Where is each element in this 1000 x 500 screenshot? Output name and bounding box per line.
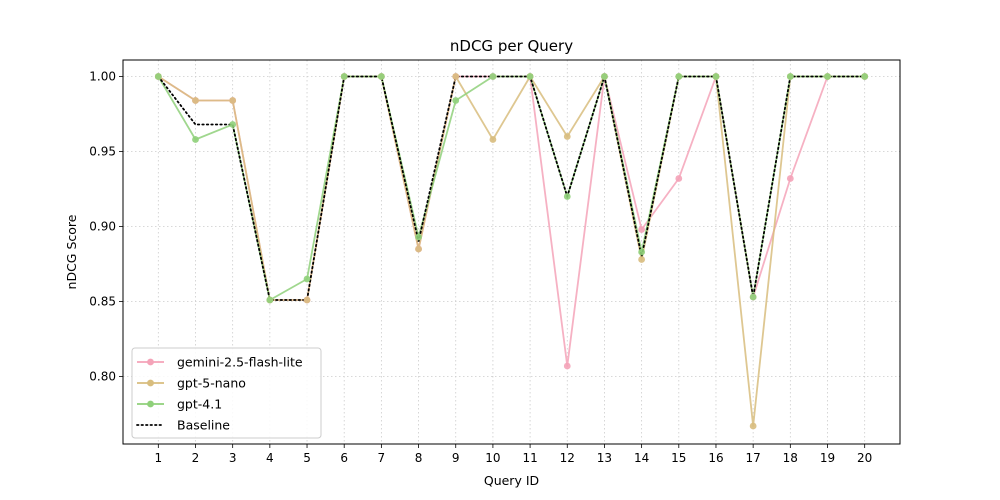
data-point-gemini-2-5-flash-lite (786, 175, 794, 182)
x-tick-label: 15 (671, 451, 686, 465)
x-tick-label: 1 (154, 451, 162, 465)
legend-label-gemini-2-5-flash-lite: gemini-2.5-flash-lite (177, 355, 303, 370)
x-tick-label: 4 (266, 451, 274, 465)
data-point-gpt-4-1 (824, 73, 831, 80)
x-tick-label: 18 (783, 451, 798, 465)
y-tick-label: 0.80 (89, 370, 116, 384)
plot-frame (122, 59, 901, 445)
data-point-gpt-4-1 (563, 193, 571, 200)
y-axis-label: nDCG Score (64, 214, 79, 289)
chart-title: nDCG per Query (450, 37, 573, 55)
data-point-gpt-5-nano (638, 256, 646, 263)
data-point-gpt-4-1 (712, 73, 720, 80)
data-point-gpt-4-1 (266, 296, 274, 304)
legend-marker-gpt-4-1 (147, 400, 154, 408)
data-point-gpt-4-1 (638, 248, 646, 256)
x-tick-label: 6 (340, 451, 348, 465)
x-tick-label: 20 (857, 451, 872, 465)
data-point-gpt-4-1 (340, 73, 348, 80)
data-point-gpt-5-nano (749, 422, 757, 430)
data-point-gpt-4-1 (861, 73, 869, 80)
legend: gemini-2.5-flash-lite gpt-5-nano gpt-4.1 Ba… (131, 347, 322, 439)
x-tick-label: 5 (303, 451, 311, 465)
data-point-gpt-5-nano (452, 73, 460, 80)
y-tick-label: 0.85 (89, 295, 116, 309)
x-tick-label: 19 (820, 451, 835, 465)
data-point-gpt-4-1 (489, 73, 497, 80)
x-tick-label: 3 (229, 451, 237, 465)
x-tick-label: 9 (452, 451, 460, 465)
data-point-gpt-5-nano (192, 97, 199, 104)
data-point-gpt-5-nano (229, 97, 237, 104)
data-point-gemini-2-5-flash-lite (638, 226, 646, 233)
data-point-gpt-4-1 (192, 136, 199, 143)
x-tick-label: 12 (560, 451, 575, 465)
data-point-gpt-4-1 (415, 233, 422, 241)
y-tick-label: 0.95 (89, 145, 116, 159)
data-point-gemini-2-5-flash-lite (563, 362, 571, 370)
legend-label-baseline: Baseline (177, 418, 230, 433)
data-point-gemini-2-5-flash-lite (675, 175, 683, 182)
data-point-gpt-4-1 (377, 73, 385, 80)
x-tick-label: 14 (634, 451, 649, 465)
x-axis: 1 2 3 4 5 6 7 8 9 10 11 12 13 14 15 16 17 18 19 20 (154, 444, 872, 465)
data-point-gpt-4-1 (749, 293, 757, 301)
data-point-gpt-4-1 (154, 73, 162, 80)
legend-marker-gpt-5-nano (147, 379, 154, 387)
x-axis-label: Query ID (484, 473, 539, 488)
data-point-gpt-4-1 (526, 73, 534, 80)
legend-label-gpt-5-nano: gpt-5-nano (177, 376, 246, 391)
data-point-gpt-5-nano (489, 136, 497, 143)
series-line-baseline (157, 75, 866, 301)
x-tick-label: 8 (415, 451, 423, 465)
x-tick-label: 2 (192, 451, 200, 465)
x-tick-label: 17 (746, 451, 761, 465)
y-tick-label: 0.90 (89, 220, 116, 234)
y-tick-label: 1.00 (89, 70, 116, 84)
x-tick-label: 13 (597, 451, 612, 465)
data-point-gpt-5-nano (415, 245, 422, 253)
data-point-gpt-5-nano (303, 296, 311, 304)
y-axis: 0.80 0.85 0.90 0.95 1.00 (89, 70, 123, 384)
x-tick-label: 11 (522, 451, 537, 465)
data-point-gpt-4-1 (303, 275, 311, 283)
series-lines (157, 75, 866, 427)
legend-box (131, 347, 322, 439)
legend-label-gpt-4-1: gpt-4.1 (177, 397, 222, 412)
series-markers (154, 73, 869, 430)
data-point-gpt-5-nano (563, 133, 571, 140)
data-point-gpt-4-1 (601, 73, 608, 80)
data-point-gpt-4-1 (452, 97, 460, 104)
data-point-gpt-4-1 (786, 73, 794, 80)
x-tick-label: 10 (485, 451, 500, 465)
x-tick-label: 7 (378, 451, 386, 465)
data-point-gpt-4-1 (675, 73, 683, 80)
legend-marker-gemini-2-5-flash-lite (147, 358, 154, 366)
data-point-gpt-4-1 (229, 121, 237, 128)
x-tick-label: 16 (708, 451, 723, 465)
